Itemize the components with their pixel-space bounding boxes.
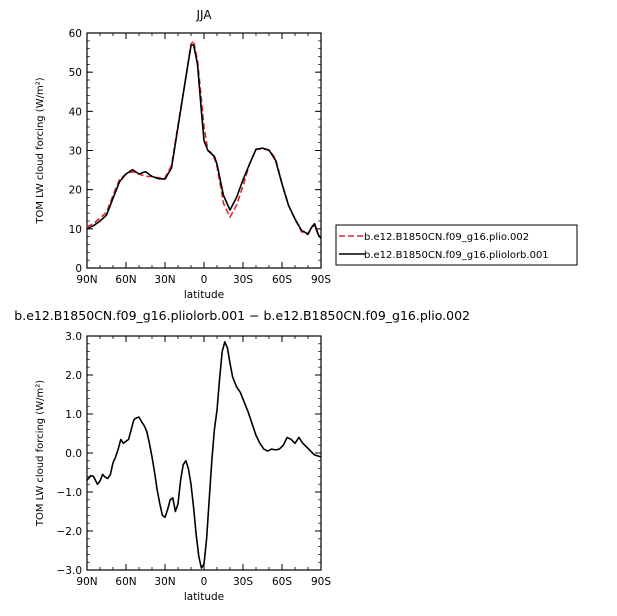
x-tick-label: 60N: [115, 576, 136, 588]
y-tick-label: 60: [69, 28, 82, 40]
y-tick-label: 3.0: [65, 331, 82, 343]
y-tick-label: 20: [69, 185, 82, 197]
y-tick-label: 40: [69, 106, 82, 118]
y-axis-label: TOM LW cloud forcing (W/m²): [35, 380, 46, 527]
legend-label-2: b.e12.B1850CN.f09_g16.pliolorb.001: [364, 250, 549, 261]
x-tick-label: 30N: [154, 274, 175, 286]
y-tick-label: 10: [69, 224, 82, 236]
chart-title: JJA: [195, 8, 212, 22]
y-tick-label: 30: [69, 146, 82, 158]
y-tick-label: 0: [75, 263, 82, 275]
legend-label-1: b.e12.B1850CN.f09_g16.plio.002: [364, 232, 529, 243]
x-tick-label: 90N: [76, 274, 97, 286]
x-tick-label: 90S: [311, 576, 331, 588]
chart-panel-1: JJA 90N 60N 30N 0 30S 60S 90S 0 10 20 30 40 50 60 latit…: [69, 8, 578, 301]
x-tick-label: 90S: [311, 274, 331, 286]
y-tick-label: 50: [69, 67, 82, 79]
x-tick-label: 30S: [233, 576, 253, 588]
chart-title: b.e12.B1850CN.f09_g16.pliolorb.001 − b.e…: [14, 308, 470, 323]
x-tick-label: 60S: [272, 576, 292, 588]
x-tick-label: 30N: [154, 576, 175, 588]
x-tick-label: 0: [201, 576, 208, 588]
x-tick-label: 60N: [115, 274, 136, 286]
x-tick-label: 60S: [272, 274, 292, 286]
x-axis-label: latitude: [184, 591, 224, 603]
y-tick-label: 2.0: [65, 370, 82, 382]
y-tick-label: −3.0: [57, 565, 83, 577]
legend-box: [335, 224, 578, 266]
y-tick-label: 1.0: [65, 409, 82, 421]
series-line-1: [86, 341, 322, 569]
legend: b.e12.B1850CN.f09_g16.plio.002 b.e12.B185…: [335, 224, 578, 266]
y-tick-label: −2.0: [57, 526, 83, 538]
x-tick-label: 30S: [233, 274, 253, 286]
x-tick-label: 0: [201, 274, 208, 286]
plot-frame: [86, 335, 322, 571]
y-tick-label: −1.0: [57, 487, 83, 499]
y-axis-label: TOM LW cloud forcing (W/m²): [35, 77, 46, 224]
y-tick-label: 0.0: [65, 448, 82, 460]
chart-panel-2: b.e12.B1850CN.f09_g16.pliolorb.001 − b.e…: [14, 308, 470, 603]
plot-frame: [86, 32, 322, 269]
x-tick-label: 90N: [76, 576, 97, 588]
series-line-2: [86, 43, 322, 240]
x-axis-label: latitude: [184, 289, 224, 301]
